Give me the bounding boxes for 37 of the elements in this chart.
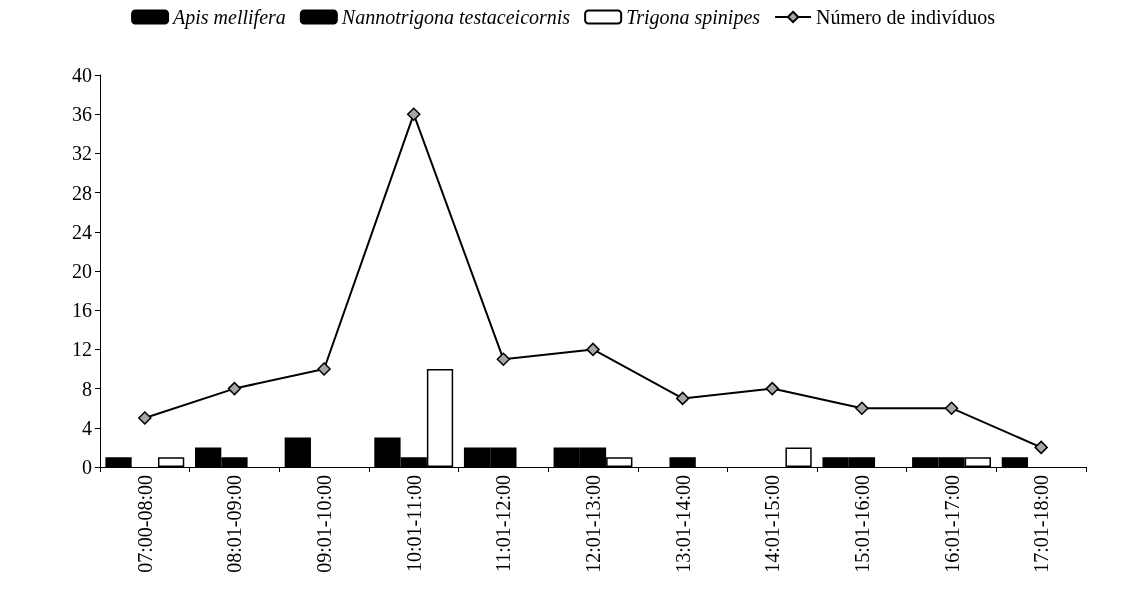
point xyxy=(586,342,600,357)
x-tick-label: 16:01-17:00 xyxy=(940,475,963,573)
point xyxy=(765,381,780,396)
x-tick-label: 10:01-11:00 xyxy=(402,475,425,573)
y-tick-label: 12 xyxy=(72,338,92,361)
point xyxy=(675,391,690,406)
point xyxy=(855,401,869,415)
x-tick-label: 11:01-12:00 xyxy=(492,475,515,573)
y-tick-label: 20 xyxy=(72,260,92,282)
legend-label: Apis mellifera xyxy=(171,6,286,29)
point xyxy=(227,381,242,396)
point xyxy=(1034,440,1048,455)
x-tick-label: 07:00-08:00 xyxy=(133,475,156,573)
x-tick-label: 14:01-15:00 xyxy=(761,475,784,573)
legend-label: Nannotrigona testaceicornis xyxy=(340,6,571,29)
legend-label: Número de indivíduos xyxy=(816,6,996,28)
x-tick-label: 13:01-14:00 xyxy=(671,475,694,573)
y-tick-label: 28 xyxy=(72,181,92,204)
point xyxy=(406,107,421,121)
point xyxy=(944,401,959,415)
x-tick-label: 08:01-09:00 xyxy=(223,475,246,573)
y-tick-label: 4 xyxy=(82,416,92,439)
y-tick-label: 40 xyxy=(72,64,92,86)
legend-label: Trigona spinipes xyxy=(626,6,761,29)
x-tick-label: 15:01-16:00 xyxy=(850,475,873,573)
y-tick-label: 16 xyxy=(72,299,92,322)
x-tick-label: 09:01-10:00 xyxy=(313,475,336,573)
y-tick-label: 24 xyxy=(72,220,92,243)
point xyxy=(317,362,331,376)
y-tick-label: 36 xyxy=(72,103,92,126)
x-tick-label: 12:01-13:00 xyxy=(582,475,604,573)
y-tick-label: 0 xyxy=(82,456,92,478)
y-tick-label: 32 xyxy=(72,142,92,165)
x-tick-label: 17:01-18:00 xyxy=(1030,475,1053,573)
point xyxy=(138,411,152,425)
point xyxy=(496,352,511,366)
y-tick-label: 8 xyxy=(82,377,92,400)
